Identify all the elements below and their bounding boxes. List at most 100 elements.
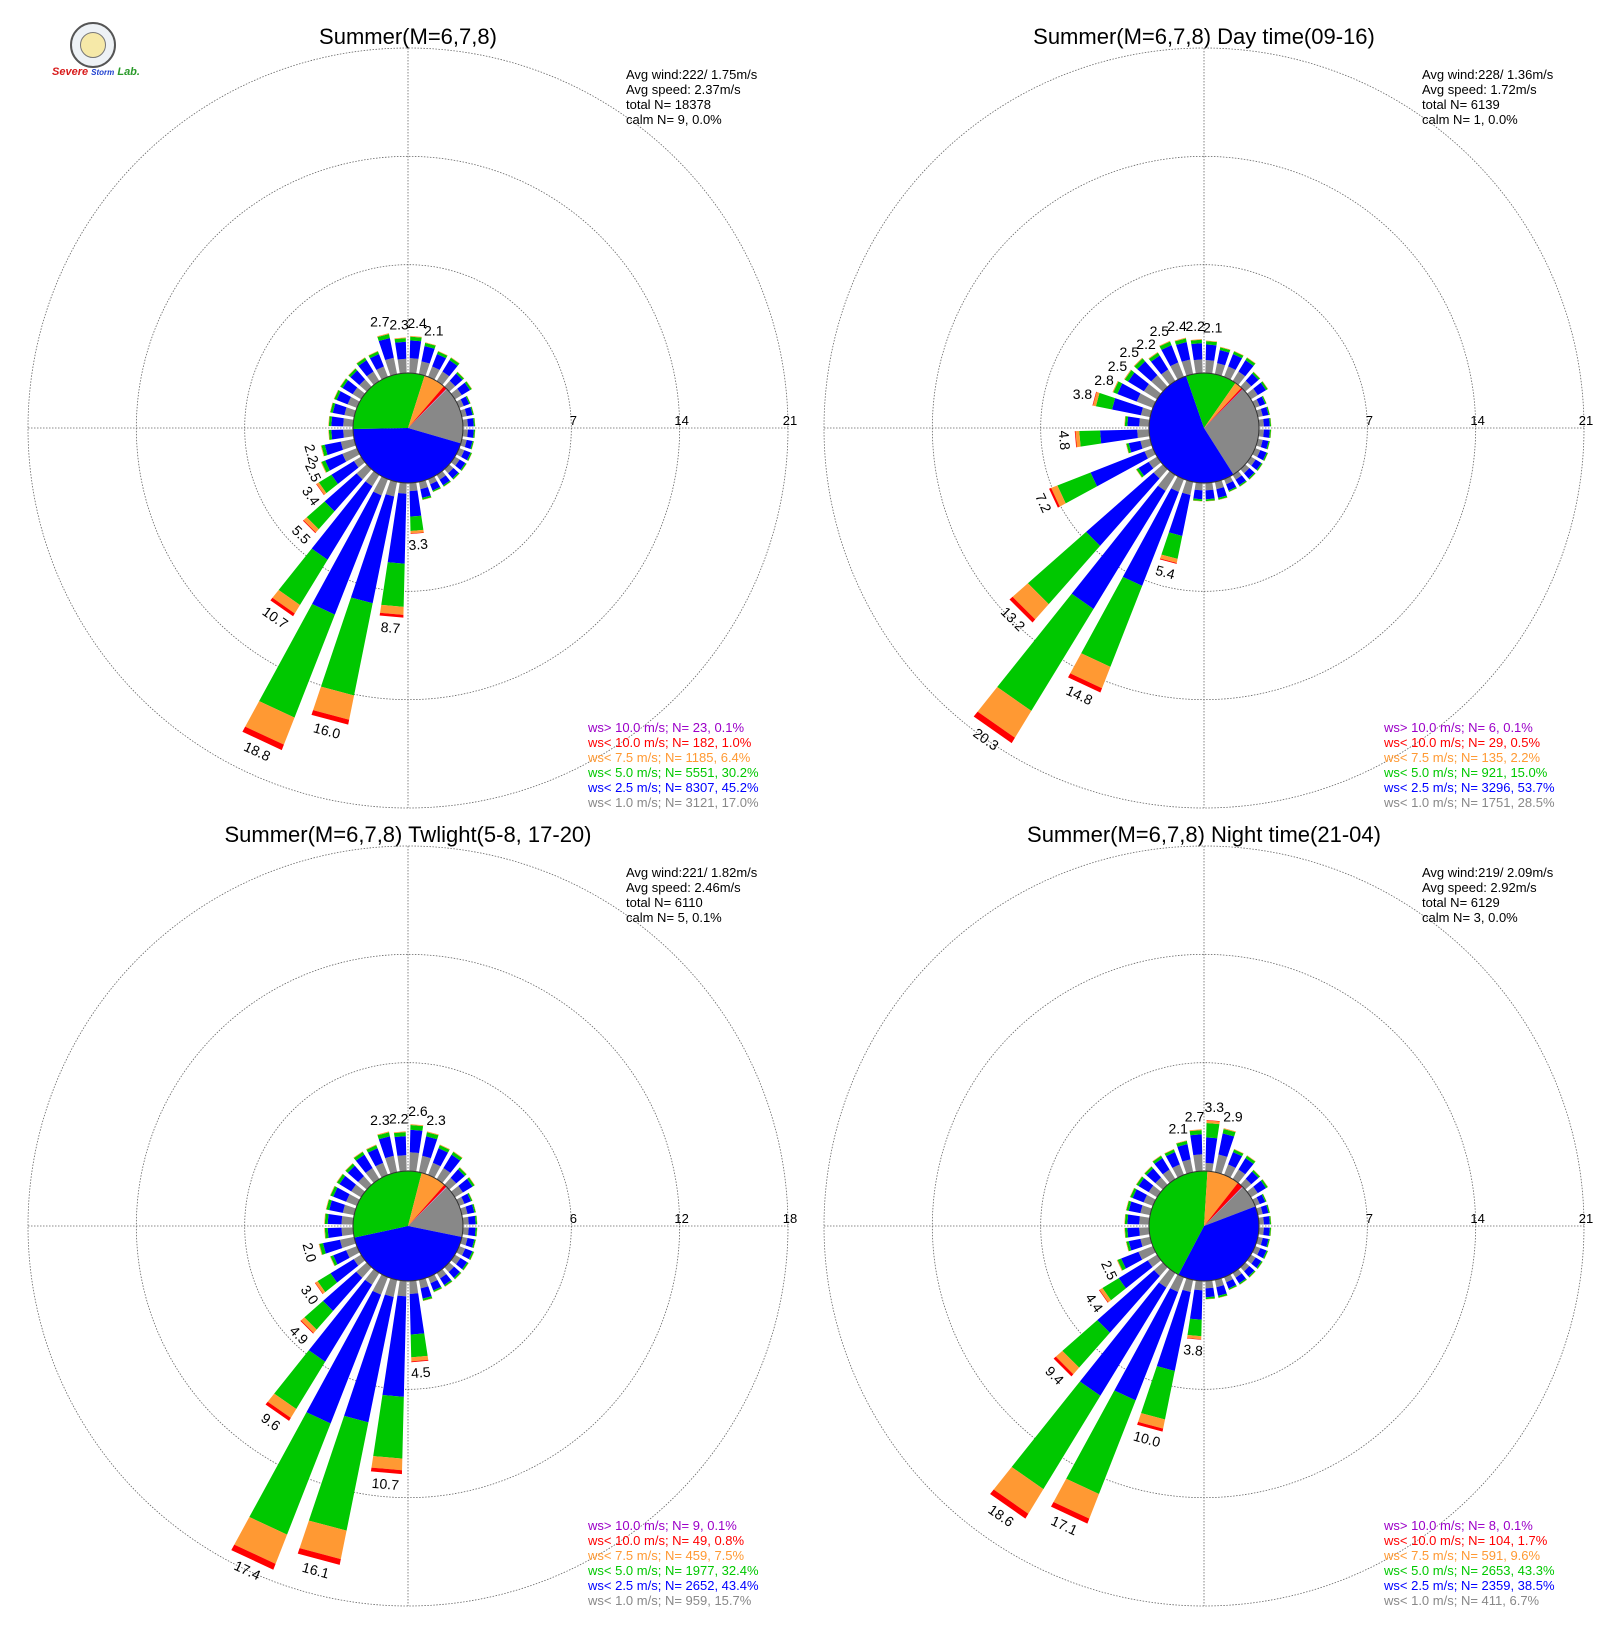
bar-segment <box>474 1215 478 1225</box>
panel-title: Summer(M=6,7,8) Twlight(5-8, 17-20) <box>224 822 591 847</box>
bar-segment <box>265 1401 291 1421</box>
bar-segment <box>394 1136 407 1156</box>
bar-segment <box>468 453 473 461</box>
bar-segment <box>468 1177 475 1186</box>
bar-segment <box>1205 1280 1214 1289</box>
bar-segment <box>1176 1140 1188 1147</box>
bar-segment <box>464 381 472 391</box>
bar-segment <box>1117 383 1141 402</box>
bar-segment <box>449 373 463 387</box>
bar-segment <box>1140 407 1152 418</box>
pie-slice <box>353 373 425 430</box>
bar-segment <box>1205 1287 1215 1298</box>
bar-segment <box>1154 1262 1168 1276</box>
bar-segment <box>1081 576 1143 667</box>
bar-segment <box>1256 463 1263 471</box>
legend-entry: ws< 10.0 m/s; N= 104, 1.7% <box>1383 1533 1548 1548</box>
bar-segment <box>1189 1129 1202 1132</box>
bar-segment <box>1074 431 1077 448</box>
bar-segment <box>1216 1285 1227 1296</box>
bar-segment <box>410 529 424 534</box>
bar-segment <box>378 338 394 361</box>
ring-label: 21 <box>1579 1211 1593 1226</box>
bar-segment <box>474 417 476 427</box>
pie-slice <box>408 1186 447 1226</box>
bar-segment <box>270 597 295 617</box>
bar-segment <box>1160 554 1178 564</box>
bar-segment <box>433 488 441 493</box>
bar-segment <box>1150 355 1169 375</box>
bar-segment <box>1172 1164 1184 1178</box>
bar-label: 4.5 <box>410 1364 431 1382</box>
bar-segment <box>339 378 347 387</box>
bar-segment <box>426 1131 439 1136</box>
bar-segment <box>1161 345 1179 367</box>
bar-segment <box>322 1239 343 1254</box>
bar-segment <box>461 463 467 472</box>
bar-segment <box>1114 1288 1179 1401</box>
bar-segment <box>1124 1227 1129 1238</box>
bar-segment <box>328 416 330 427</box>
bar-segment <box>377 1131 390 1136</box>
bar-segment <box>1193 1154 1203 1172</box>
bar-segment <box>1256 1194 1266 1205</box>
bar-segment <box>410 335 422 338</box>
bar-segment <box>1252 1197 1260 1206</box>
legend-entry: ws< 5.0 m/s; N= 921, 15.0% <box>1383 765 1548 780</box>
bar-segment <box>1252 371 1261 380</box>
bar-segment <box>1097 1270 1160 1333</box>
stats-line: calm N= 1, 0.0% <box>1422 112 1518 127</box>
bar-segment <box>1256 396 1266 407</box>
bar-segment <box>329 1200 345 1213</box>
bar-segment <box>1009 596 1036 623</box>
bar-segment <box>1148 1185 1162 1198</box>
bar-segment <box>1233 1149 1244 1157</box>
bar-segment <box>1113 381 1123 395</box>
bar-segment <box>1218 497 1228 501</box>
bar-segment <box>1143 1194 1156 1206</box>
pie-slice <box>352 1170 422 1238</box>
bar-segment <box>313 686 355 720</box>
bar-segment <box>1270 429 1272 439</box>
stats-line: Avg wind:222/ 1.75m/s <box>626 67 758 82</box>
ring-label: 7 <box>1366 413 1373 428</box>
bar-segment <box>324 1213 326 1224</box>
pie-outline <box>1148 372 1260 484</box>
bar-segment <box>1244 468 1255 479</box>
bar-segment <box>1253 371 1261 379</box>
bar-segment <box>328 429 333 440</box>
bar-segment <box>1053 1356 1074 1377</box>
ring-label: 21 <box>783 413 797 428</box>
bar-segment <box>316 482 327 495</box>
bar-segment <box>384 1278 398 1298</box>
bar-segment <box>428 1162 441 1178</box>
bar-segment <box>420 487 431 498</box>
bar-segment <box>1153 464 1168 479</box>
bar-segment <box>1251 459 1262 470</box>
stats-line: Avg speed: 2.37m/s <box>626 82 741 97</box>
bar-segment <box>993 1466 1044 1514</box>
bar-segment <box>1263 1216 1270 1225</box>
bar-segment <box>1127 372 1149 392</box>
bar-segment <box>443 1154 461 1173</box>
bar-segment <box>1260 1204 1269 1215</box>
bar-segment <box>387 493 407 564</box>
bar-segment <box>1170 1274 1184 1292</box>
bar-segment <box>973 711 1015 744</box>
bar-segment <box>1127 416 1140 427</box>
bar-segment <box>1267 1204 1271 1213</box>
bar-segment <box>1226 1279 1237 1289</box>
bar-label: 10.7 <box>371 1475 400 1493</box>
bar-segment <box>1222 1128 1236 1137</box>
panel-title: Summer(M=6,7,8) Day time(09-16) <box>1033 24 1375 49</box>
bar-label: 3.3 <box>408 535 429 553</box>
bar-segment <box>410 532 424 535</box>
bar-segment <box>342 448 360 462</box>
bar-segment <box>348 368 356 376</box>
pie-slice <box>354 1226 462 1282</box>
bar-segment <box>1066 1390 1136 1495</box>
bar-segment <box>319 1243 326 1255</box>
bar-segment <box>1260 439 1269 450</box>
